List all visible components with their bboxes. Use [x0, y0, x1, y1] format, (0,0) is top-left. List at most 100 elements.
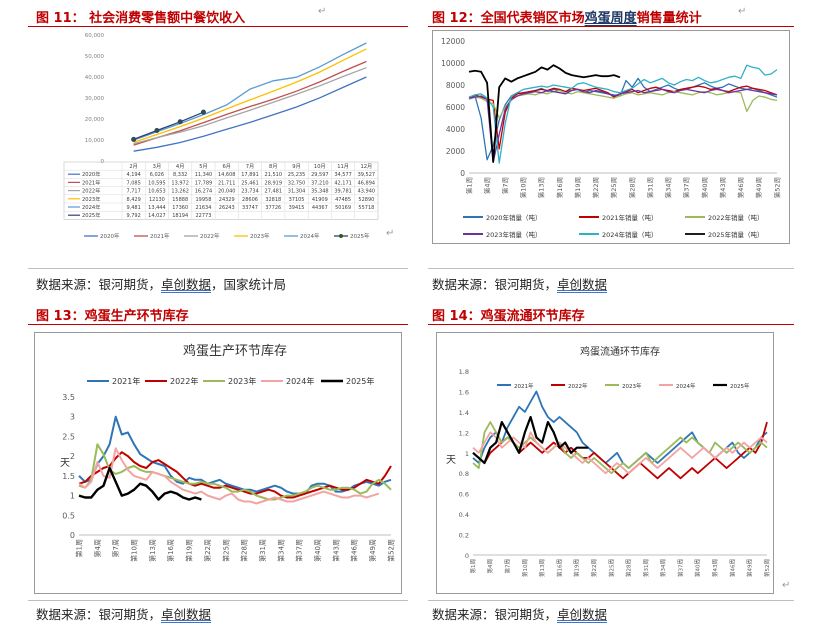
legend-marker	[339, 234, 343, 238]
table-cell: 10,653	[148, 189, 166, 195]
source-prefix: 数据来源：银河期货，	[432, 277, 558, 292]
legend-label: 2024年	[676, 382, 696, 390]
legend-label: 2020年	[100, 232, 120, 240]
figure-14-label: 图 14：	[432, 309, 481, 324]
table-cell: 17,891	[241, 172, 259, 178]
figure-13-rule	[28, 324, 408, 325]
table-header-cell: 8月	[269, 163, 278, 170]
table-cell: 25,235	[288, 172, 306, 178]
table-cell: 22773	[196, 213, 212, 219]
x-tick-label: 第25周	[607, 559, 615, 577]
legend-label: 2020年销量（吨）	[486, 213, 542, 222]
table-cell: 13,262	[171, 189, 189, 195]
x-tick-label: 第43周	[718, 177, 727, 198]
x-tick-label: 第52周	[772, 177, 781, 198]
y-tick-label: 20,000	[85, 117, 105, 123]
table-cell: 46,894	[358, 180, 376, 186]
table-series-label: 2025年	[82, 211, 100, 219]
source-link[interactable]: 卓创数据	[161, 607, 212, 622]
y-tick-label: 2	[70, 452, 75, 461]
paragraph-mark-icon: ↵	[782, 580, 791, 591]
table-header-cell: 5月	[199, 163, 208, 170]
table-cell: 13,444	[148, 205, 166, 211]
source-link[interactable]: 卓创数据	[161, 277, 212, 292]
x-tick-label: 第40周	[313, 539, 322, 562]
legend-label: 2023年	[250, 232, 270, 240]
series-line-3	[78, 443, 392, 501]
source-link[interactable]: 卓创数据	[557, 607, 608, 622]
series-line-1	[472, 390, 768, 469]
y-tick-label: 10,000	[85, 138, 105, 144]
y-tick-label: 4000	[446, 125, 465, 134]
y-tick-label: 0	[70, 531, 75, 540]
table-cell: 9,481	[126, 205, 140, 211]
x-tick-label: 第7周	[111, 539, 120, 557]
series-marker	[177, 119, 183, 125]
table-cell: 8,429	[126, 197, 140, 203]
x-tick-label: 第46周	[736, 177, 745, 198]
figure-14-source: 数据来源：银河期货，卓创数据	[432, 604, 607, 623]
y-axis-label: 天	[60, 458, 70, 469]
x-tick-label: 第43周	[331, 539, 340, 562]
series-line-4	[78, 447, 380, 505]
table-cell: 37105	[289, 197, 305, 203]
y-tick-label: 3.5	[62, 393, 75, 402]
figure-12-source: 数据来源：银河期货，卓创数据	[432, 274, 607, 293]
legend-label: 2025年	[346, 376, 374, 386]
x-tick-label: 第19周	[573, 559, 581, 577]
x-tick-label: 第46周	[728, 559, 736, 577]
table-cell: 13,972	[171, 180, 189, 186]
y-tick-label: 12000	[441, 37, 465, 46]
x-tick-label: 第16周	[166, 539, 175, 562]
table-header-cell: 4月	[176, 163, 185, 170]
figure-13-caption: 鸡蛋生产环节库存	[84, 309, 189, 324]
table-cell: 52890	[358, 197, 374, 203]
figure-14-rule	[428, 324, 794, 325]
x-tick-label: 第13周	[537, 177, 546, 198]
figure-12-caption-underlined: 鸡蛋周度	[584, 11, 637, 26]
figure-12-rule	[428, 26, 794, 27]
x-tick-label: 第4周	[93, 539, 102, 557]
table-cell: 20,040	[218, 189, 236, 195]
table-cell: 14,608	[218, 172, 236, 178]
x-tick-label: 第22周	[591, 177, 600, 198]
table-header-cell: 6月	[222, 163, 231, 170]
figure-11-title: 图 11： 社会消费零售额中餐饮收入	[36, 7, 245, 26]
table-cell: 23,734	[241, 189, 259, 195]
x-tick-label: 第37周	[676, 559, 684, 577]
y-tick-label: 0.4	[459, 511, 469, 519]
table-cell: 9,792	[126, 213, 140, 219]
x-tick-label: 第22周	[203, 539, 212, 562]
source-link[interactable]: 卓创数据	[557, 277, 608, 292]
x-tick-label: 第43周	[711, 559, 719, 577]
x-tick-label: 第34周	[659, 559, 667, 577]
figure-13-panel: 鸡蛋生产环节库存 0 0.5 1 1.5 2 2.5 3 3.5 天第1周 第4周 第7周 第10周 第1…	[34, 332, 402, 594]
series-line-5	[472, 415, 589, 465]
x-tick-label: 第31周	[645, 177, 654, 198]
table-cell: 34,577	[334, 172, 352, 178]
x-tick-label: 第40周	[694, 559, 702, 577]
x-tick-label: 第4周	[486, 559, 494, 574]
table-cell: 7,717	[126, 189, 140, 195]
legend-label: 2021年销量（吨）	[602, 213, 658, 222]
y-tick-label: 50,000	[85, 54, 105, 60]
legend-label: 2024年	[286, 376, 314, 386]
table-header-cell: 10月	[314, 163, 326, 170]
y-tick-label: 2.5	[62, 432, 75, 441]
table-cell: 4,194	[126, 172, 140, 178]
y-tick-label: 60,000	[85, 33, 105, 39]
figure-12-label: 图 12：	[432, 11, 481, 26]
table-cell: 21,711	[218, 180, 236, 186]
x-tick-label: 第52周	[763, 559, 771, 577]
figure-11-source: 数据来源：银河期货，卓创数据，国家统计局	[36, 274, 286, 293]
x-tick-label: 第40周	[700, 177, 709, 198]
x-tick-label: 第28周	[625, 559, 633, 577]
x-tick-label: 第28周	[240, 539, 249, 562]
y-tick-label: 0	[465, 552, 469, 560]
y-tick-label: 2000	[446, 147, 465, 156]
legend-label: 2023年	[228, 376, 256, 386]
figure-13-label: 图 13：	[36, 309, 85, 324]
x-tick-label: 第31周	[258, 539, 267, 562]
table-header-cell: 7月	[246, 163, 255, 170]
source-prefix: 数据来源：银河期货，	[432, 607, 558, 622]
